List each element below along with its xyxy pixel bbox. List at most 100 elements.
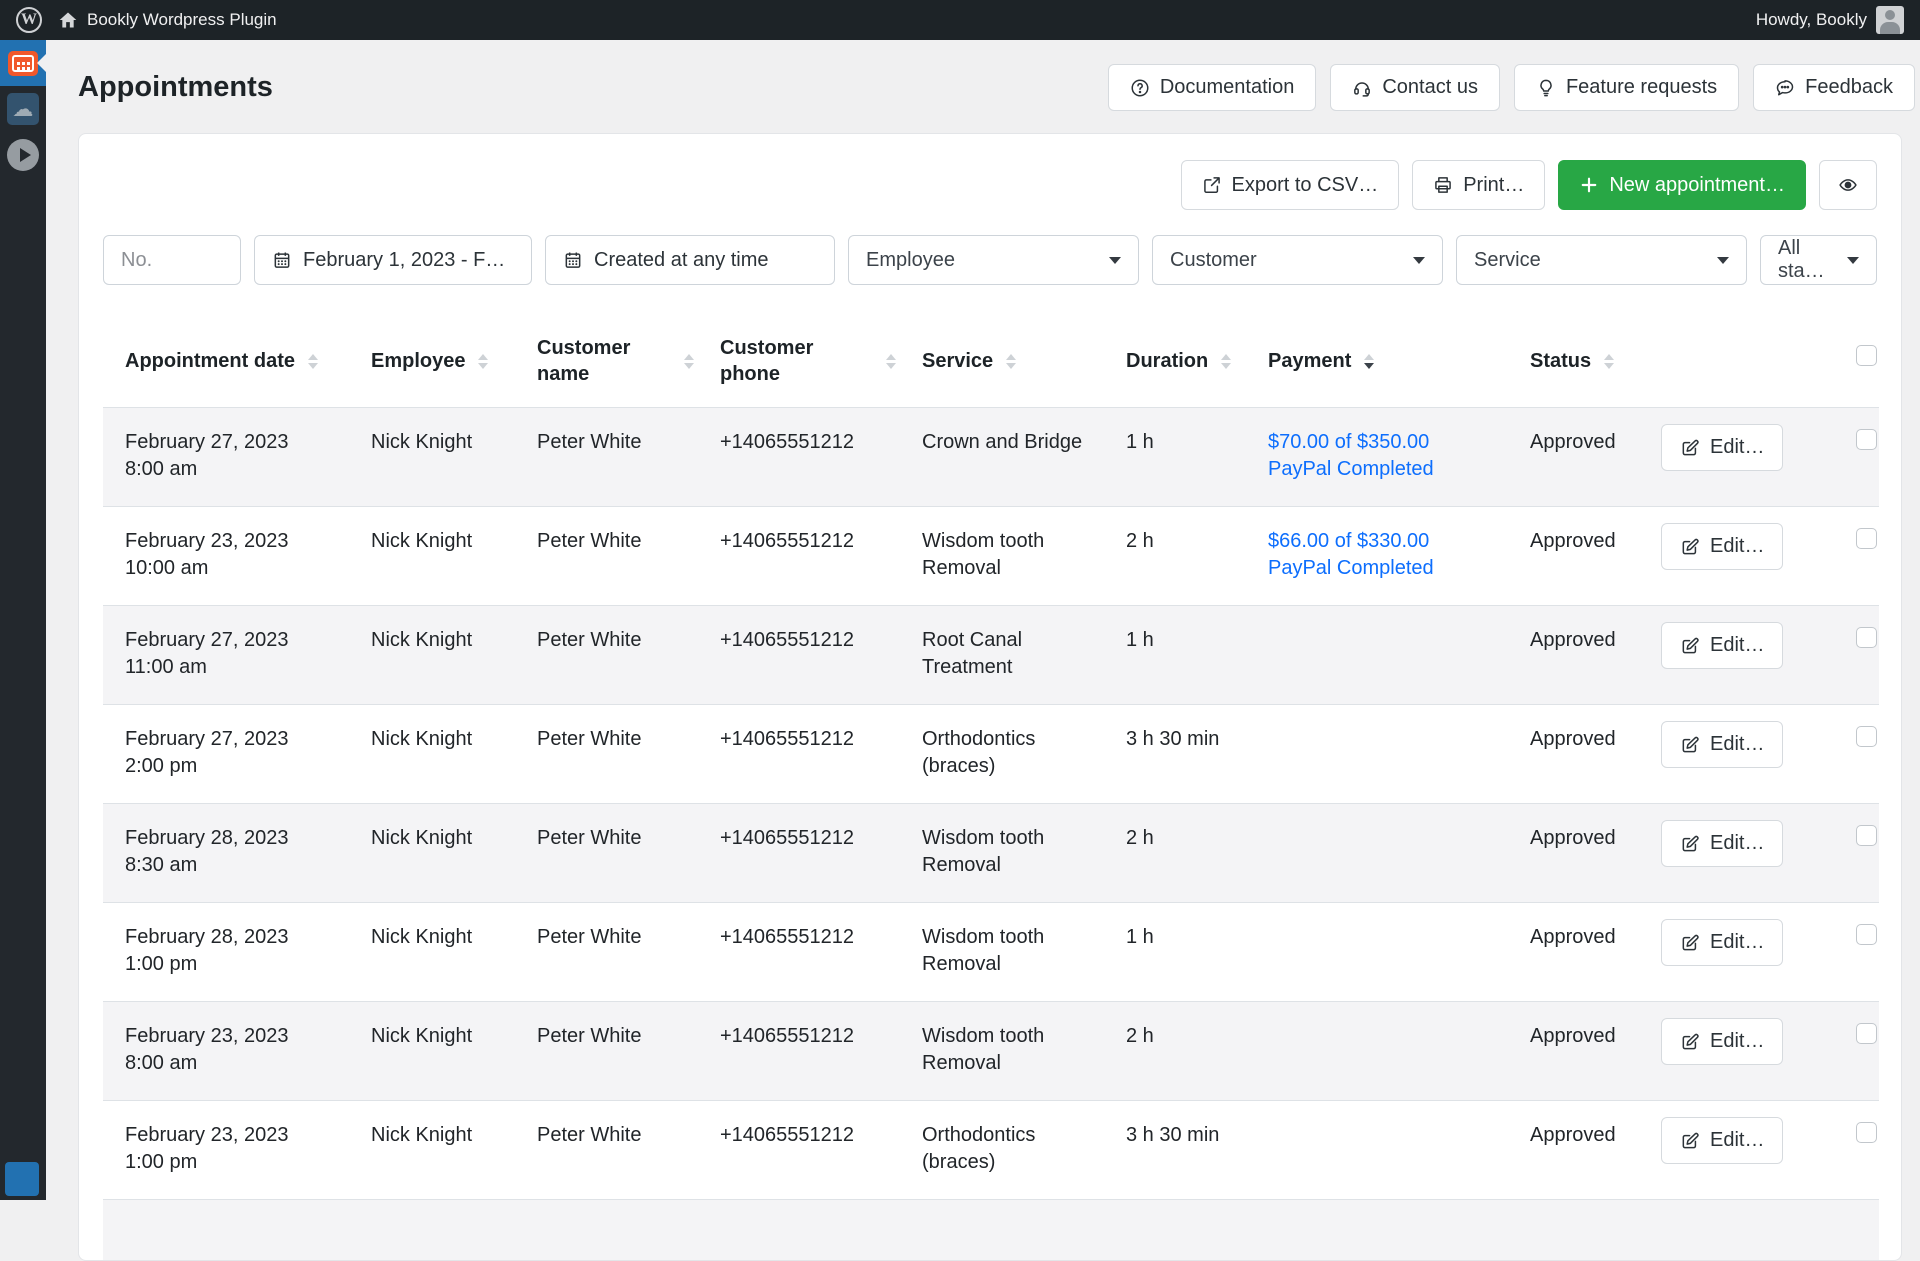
col-service[interactable]: Service	[900, 301, 1104, 408]
cell-select	[1811, 903, 1879, 1002]
cell-select	[1811, 606, 1879, 705]
row-checkbox[interactable]	[1856, 1122, 1877, 1143]
sort-icon	[684, 354, 694, 369]
row-checkbox[interactable]	[1856, 429, 1877, 450]
row-checkbox[interactable]	[1856, 726, 1877, 747]
cell-employee: Nick Knight	[349, 408, 515, 507]
appointment-row: February 27, 20238:00 am Nick Knight Pet…	[103, 408, 1879, 507]
visibility-button[interactable]	[1819, 160, 1877, 210]
edit-button[interactable]: Edit…	[1661, 424, 1783, 471]
howdy-menu[interactable]: Howdy, Bookly	[1756, 6, 1904, 34]
cell-payment	[1246, 705, 1508, 804]
created-date-filter[interactable]: Created at any time	[545, 235, 835, 285]
cell-customer-name: Peter White	[515, 903, 698, 1002]
customer-filter[interactable]: Customer	[1152, 235, 1443, 285]
cell-status: Approved	[1508, 705, 1631, 804]
sort-icon	[478, 354, 488, 369]
cell-service: Orthodontics (braces)	[900, 1101, 1104, 1200]
export-csv-button[interactable]: Export to CSV…	[1181, 160, 1400, 210]
row-checkbox[interactable]	[1856, 924, 1877, 945]
cell-customer-phone: +14065551212	[698, 705, 900, 804]
site-name: Bookly Wordpress Plugin	[87, 10, 277, 30]
col-employee[interactable]: Employee	[349, 301, 515, 408]
page-content: Appointments Documentation Contact us Fe…	[46, 40, 1920, 1261]
cell-payment: $66.00 of $330.00 PayPal Completed	[1246, 507, 1508, 606]
documentation-button[interactable]: Documentation	[1108, 64, 1317, 111]
number-filter-input[interactable]: No.	[103, 235, 241, 285]
new-appointment-button[interactable]: New appointment…	[1558, 160, 1806, 210]
col-appointment-date[interactable]: Appointment date	[103, 301, 349, 408]
print-button[interactable]: Print…	[1412, 160, 1545, 210]
cell-duration: 2 h	[1104, 804, 1246, 903]
toolbar: Export to CSV… Print… New appointment…	[103, 160, 1877, 210]
wp-logo-menu[interactable]: W	[16, 7, 42, 33]
payment-amount-link[interactable]: $66.00 of $330.00	[1268, 528, 1504, 555]
cell-edit: Edit…	[1631, 1002, 1811, 1101]
sidebar-item-bookly[interactable]	[0, 40, 46, 86]
cell-payment	[1246, 903, 1508, 1002]
col-customer-name[interactable]: Customer name	[515, 301, 698, 408]
appointments-body: February 27, 20238:00 am Nick Knight Pet…	[103, 408, 1879, 1200]
appointments-card: Export to CSV… Print… New appointment… N…	[78, 133, 1902, 1261]
cell-appointment-date: February 27, 20232:00 pm	[103, 705, 349, 804]
sidebar-item-cloud[interactable]: ☁	[0, 86, 46, 132]
site-link[interactable]: Bookly Wordpress Plugin	[58, 10, 277, 30]
edit-pencil-icon	[1680, 1131, 1700, 1151]
chat-bubble-icon	[1775, 78, 1795, 98]
partial-next-row	[103, 1200, 1879, 1260]
chevron-down-icon	[1109, 257, 1121, 264]
cell-appointment-date: February 28, 20231:00 pm	[103, 903, 349, 1002]
wordpress-logo-icon: W	[16, 7, 42, 33]
cell-customer-phone: +14065551212	[698, 606, 900, 705]
feature-requests-button[interactable]: Feature requests	[1514, 64, 1739, 111]
edit-pencil-icon	[1680, 735, 1700, 755]
eye-icon	[1838, 175, 1858, 195]
feedback-button[interactable]: Feedback	[1753, 64, 1915, 111]
cell-employee: Nick Knight	[349, 804, 515, 903]
col-status[interactable]: Status	[1508, 301, 1631, 408]
cloud-icon: ☁	[7, 93, 39, 125]
select-all-checkbox[interactable]	[1856, 345, 1877, 366]
col-edit	[1631, 301, 1811, 408]
edit-button[interactable]: Edit…	[1661, 622, 1783, 669]
cell-edit: Edit…	[1631, 408, 1811, 507]
edit-button[interactable]: Edit…	[1661, 1117, 1783, 1164]
play-icon	[7, 139, 39, 171]
row-checkbox[interactable]	[1856, 1023, 1877, 1044]
cell-edit: Edit…	[1631, 705, 1811, 804]
row-checkbox[interactable]	[1856, 528, 1877, 549]
service-filter[interactable]: Service	[1456, 235, 1747, 285]
payment-amount-link[interactable]: $70.00 of $350.00	[1268, 429, 1504, 456]
col-duration[interactable]: Duration	[1104, 301, 1246, 408]
cell-payment	[1246, 606, 1508, 705]
cell-customer-phone: +14065551212	[698, 507, 900, 606]
appointment-date-filter[interactable]: February 1, 2023 - F…	[254, 235, 532, 285]
row-checkbox[interactable]	[1856, 627, 1877, 648]
employee-filter[interactable]: Employee	[848, 235, 1139, 285]
status-filter[interactable]: All sta…	[1760, 235, 1877, 285]
payment-status-link[interactable]: PayPal Completed	[1268, 456, 1504, 483]
payment-status-link[interactable]: PayPal Completed	[1268, 555, 1504, 582]
cell-status: Approved	[1508, 507, 1631, 606]
cell-service: Wisdom tooth Removal	[900, 1002, 1104, 1101]
edit-button[interactable]: Edit…	[1661, 820, 1783, 867]
sidebar-bottom-item[interactable]	[5, 1162, 39, 1196]
cell-customer-phone: +14065551212	[698, 1101, 900, 1200]
sidebar-item-media[interactable]	[0, 132, 46, 178]
page-header: Appointments Documentation Contact us Fe…	[46, 40, 1920, 111]
cell-customer-phone: +14065551212	[698, 804, 900, 903]
edit-button[interactable]: Edit…	[1661, 1018, 1783, 1065]
edit-button[interactable]: Edit…	[1661, 523, 1783, 570]
col-customer-phone[interactable]: Customer phone	[698, 301, 900, 408]
cell-customer-phone: +14065551212	[698, 1002, 900, 1101]
row-checkbox[interactable]	[1856, 825, 1877, 846]
contact-us-button[interactable]: Contact us	[1330, 64, 1500, 111]
edit-pencil-icon	[1680, 636, 1700, 656]
cell-select	[1811, 408, 1879, 507]
cell-status: Approved	[1508, 1002, 1631, 1101]
cell-duration: 2 h	[1104, 1002, 1246, 1101]
col-payment[interactable]: Payment	[1246, 301, 1508, 408]
cell-select	[1811, 1002, 1879, 1101]
edit-button[interactable]: Edit…	[1661, 721, 1783, 768]
edit-button[interactable]: Edit…	[1661, 919, 1783, 966]
